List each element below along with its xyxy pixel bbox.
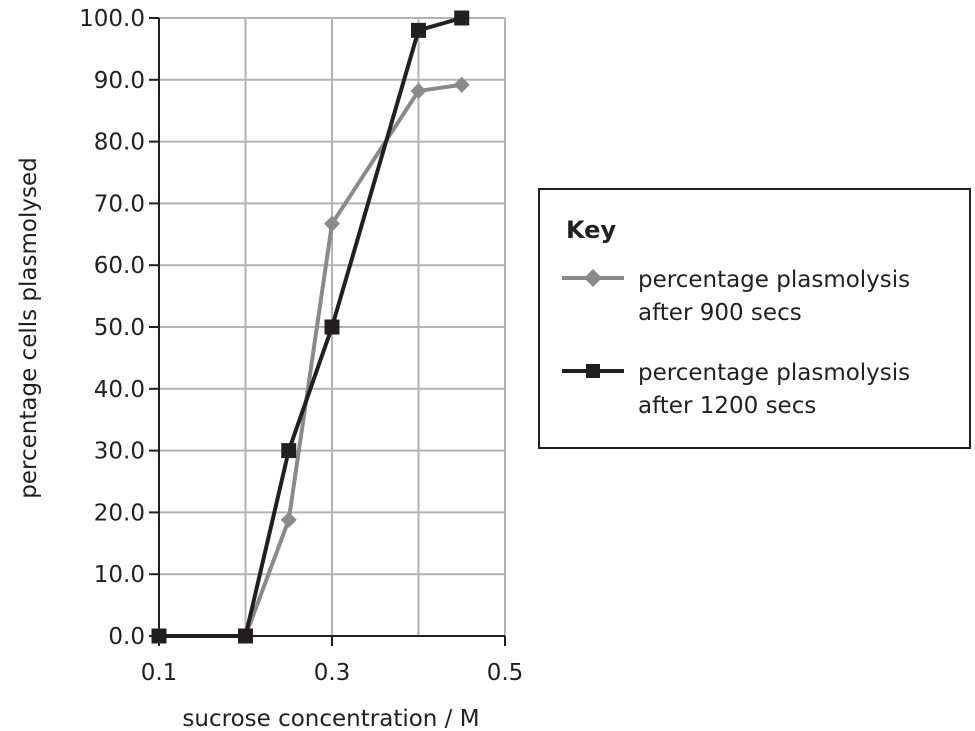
legend: Key percentage plasmolysis after 900 sec… — [538, 188, 971, 449]
legend-swatch-square-icon — [562, 364, 624, 378]
x-tick-label: 0.5 — [487, 660, 524, 686]
legend-label-1200-line1: percentage plasmolysis — [638, 360, 911, 386]
x-tick-label: 0.3 — [314, 660, 351, 686]
legend-label-900: percentage plasmolysis after 900 secs — [638, 264, 968, 330]
y-tick-label: 50.0 — [94, 315, 145, 341]
data-point — [281, 443, 297, 459]
y-tick-label: 30.0 — [94, 439, 145, 465]
axes — [149, 17, 506, 646]
series-1 — [151, 10, 470, 644]
data-point — [453, 76, 470, 93]
y-axis-label: percentage cells plasmolysed — [16, 157, 42, 498]
data-point — [454, 10, 470, 26]
data-point — [324, 215, 340, 232]
y-tick-label: 90.0 — [94, 68, 145, 94]
legend-label-900-line2: after 900 secs — [638, 300, 802, 326]
y-tick-label: 100.0 — [79, 6, 145, 32]
y-tick-label: 70.0 — [94, 191, 145, 217]
tick-labels: 0.0 10.0 20.0 30.0 40.0 50.0 60.0 70.0 80.0 90.0 1… — [79, 6, 523, 686]
data-series — [151, 10, 470, 644]
legend-label-1200-line2: after 1200 secs — [638, 393, 817, 419]
legend-entry-900: percentage plasmolysis after 900 secs — [562, 264, 968, 330]
series-line — [159, 82, 463, 638]
data-point — [280, 511, 297, 528]
y-tick-label: 20.0 — [94, 500, 145, 526]
x-tick-label: 0.1 — [141, 660, 178, 686]
y-tick-label: 40.0 — [94, 377, 145, 403]
legend-entry-1200: percentage plasmolysis after 1200 secs — [562, 357, 968, 423]
legend-label-900-line1: percentage plasmolysis — [638, 267, 911, 293]
data-point — [324, 319, 340, 335]
data-point — [238, 628, 253, 644]
y-tick-label: 80.0 — [94, 130, 145, 156]
x-axis-label: sucrose concentration / M — [182, 706, 479, 731]
legend-title: Key — [566, 216, 617, 244]
y-tick-label: 60.0 — [94, 253, 145, 279]
y-tick-label: 10.0 — [94, 562, 145, 588]
legend-swatch-diamond-icon — [562, 269, 624, 287]
data-point — [410, 82, 427, 99]
y-tick-label: 0.0 — [108, 624, 145, 650]
data-point — [151, 628, 167, 644]
data-point — [411, 22, 426, 38]
legend-label-1200: percentage plasmolysis after 1200 secs — [638, 357, 968, 423]
series-0 — [151, 76, 470, 644]
